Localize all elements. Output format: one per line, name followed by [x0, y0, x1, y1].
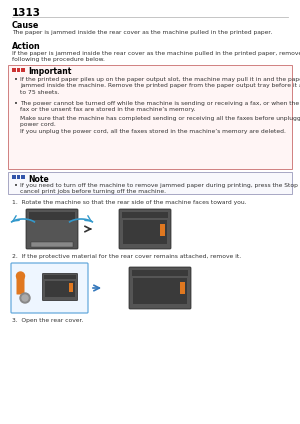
Text: Cause: Cause — [12, 21, 39, 30]
Circle shape — [22, 295, 28, 301]
FancyBboxPatch shape — [11, 263, 88, 313]
Bar — [21, 68, 25, 72]
Bar — [69, 283, 73, 292]
Text: If you need to turn off the machine to remove jammed paper during printing, pres: If you need to turn off the machine to r… — [20, 183, 300, 194]
Text: 1.  Rotate the machine so that the rear side of the machine faces toward you.: 1. Rotate the machine so that the rear s… — [12, 200, 247, 205]
FancyBboxPatch shape — [43, 273, 77, 301]
Bar — [132, 270, 188, 276]
FancyBboxPatch shape — [119, 209, 171, 249]
Bar — [12, 175, 16, 179]
Text: •: • — [14, 77, 18, 83]
Text: If the printed paper piles up on the paper output slot, the machine may pull it : If the printed paper piles up on the pap… — [20, 77, 300, 95]
Bar — [133, 278, 187, 304]
Text: If the paper is jammed inside the rear cover as the machine pulled in the printe: If the paper is jammed inside the rear c… — [12, 51, 300, 62]
Text: Note: Note — [28, 175, 49, 184]
Text: •: • — [14, 183, 18, 189]
Bar — [160, 224, 165, 236]
Bar — [12, 68, 16, 72]
Bar — [31, 242, 73, 247]
Text: The power cannot be turned off while the machine is sending or receiving a fax, : The power cannot be turned off while the… — [20, 101, 300, 112]
Bar — [180, 282, 185, 294]
Text: Important: Important — [28, 67, 71, 76]
Bar — [29, 212, 75, 220]
Text: 1313: 1313 — [12, 8, 41, 18]
Text: Action: Action — [12, 42, 41, 51]
Circle shape — [16, 272, 25, 280]
Bar — [122, 212, 168, 218]
FancyBboxPatch shape — [8, 65, 292, 169]
Text: •: • — [14, 101, 18, 107]
FancyBboxPatch shape — [16, 277, 25, 295]
Bar — [21, 175, 25, 179]
Bar — [16, 68, 20, 72]
Bar — [123, 220, 167, 244]
Bar — [44, 275, 76, 279]
Bar — [16, 175, 20, 179]
FancyBboxPatch shape — [8, 172, 292, 194]
Circle shape — [20, 293, 30, 303]
Text: 2.  If the protective material for the rear cover remains attached, remove it.: 2. If the protective material for the re… — [12, 254, 241, 259]
FancyBboxPatch shape — [26, 209, 78, 249]
Text: The paper is jammed inside the rear cover as the machine pulled in the printed p: The paper is jammed inside the rear cove… — [12, 30, 272, 35]
FancyBboxPatch shape — [129, 267, 191, 309]
Text: If you unplug the power cord, all the faxes stored in the machine’s memory are d: If you unplug the power cord, all the fa… — [20, 129, 286, 134]
Text: 3.  Open the rear cover.: 3. Open the rear cover. — [12, 318, 83, 323]
Bar — [45, 281, 75, 297]
Text: Make sure that the machine has completed sending or receiving all the faxes befo: Make sure that the machine has completed… — [20, 116, 300, 127]
